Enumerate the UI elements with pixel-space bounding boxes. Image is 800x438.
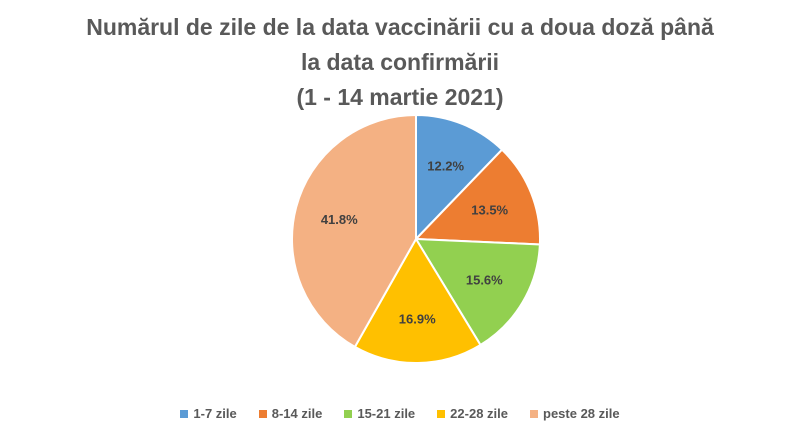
legend-swatch <box>437 409 446 418</box>
legend-swatch <box>180 409 189 418</box>
data-label-peste-28-zile: 41.8% <box>321 212 358 227</box>
pie-slice-15-21-zile <box>414 237 541 347</box>
legend-label: 22-28 zile <box>450 406 508 421</box>
data-label-1-7-zile: 12.2% <box>427 158 464 173</box>
legend-item-22-28-zile: 22-28 zile <box>437 406 508 421</box>
chart-legend: 1-7 zile 8-14 zile 15-21 zile 22-28 zile pes… <box>0 406 800 421</box>
pie-slice-22-28-zile <box>353 237 482 364</box>
pie-slice-1-7-zile <box>415 113 504 242</box>
legend-item-15-21-zile: 15-21 zile <box>344 406 415 421</box>
data-label-22-28-zile: 16.9% <box>399 311 436 326</box>
chart-title-line-1: Numărul de zile de la data vaccinării cu… <box>86 14 714 40</box>
data-label-8-14-zile: 13.5% <box>471 203 508 218</box>
chart-title-line-3: (1 - 14 martie 2021) <box>296 84 504 110</box>
legend-label: 8-14 zile <box>271 406 323 421</box>
legend-label: 15-21 zile <box>357 406 416 421</box>
pie-slice-8-14-zile <box>413 148 541 246</box>
data-label-15-21-zile: 15.6% <box>466 272 503 287</box>
legend-item-8-14-zile: 8-14 zile <box>258 406 323 421</box>
chart-title-line-2: la data confirmării <box>300 49 500 75</box>
legend-swatch <box>258 409 267 418</box>
legend-item-peste-28-zile: peste 28 zile <box>530 406 620 421</box>
legend-swatch <box>344 409 353 418</box>
legend-swatch <box>530 409 538 418</box>
pie-slice-peste-28-zile <box>291 113 417 349</box>
legend-label: peste 28 zile <box>543 406 620 421</box>
legend-label: 1-7 zile <box>193 406 237 421</box>
chart-title: Numărul de zile de la data vaccinării cu… <box>0 10 800 115</box>
legend-item-1-7-zile: 1-7 zile <box>180 406 237 421</box>
